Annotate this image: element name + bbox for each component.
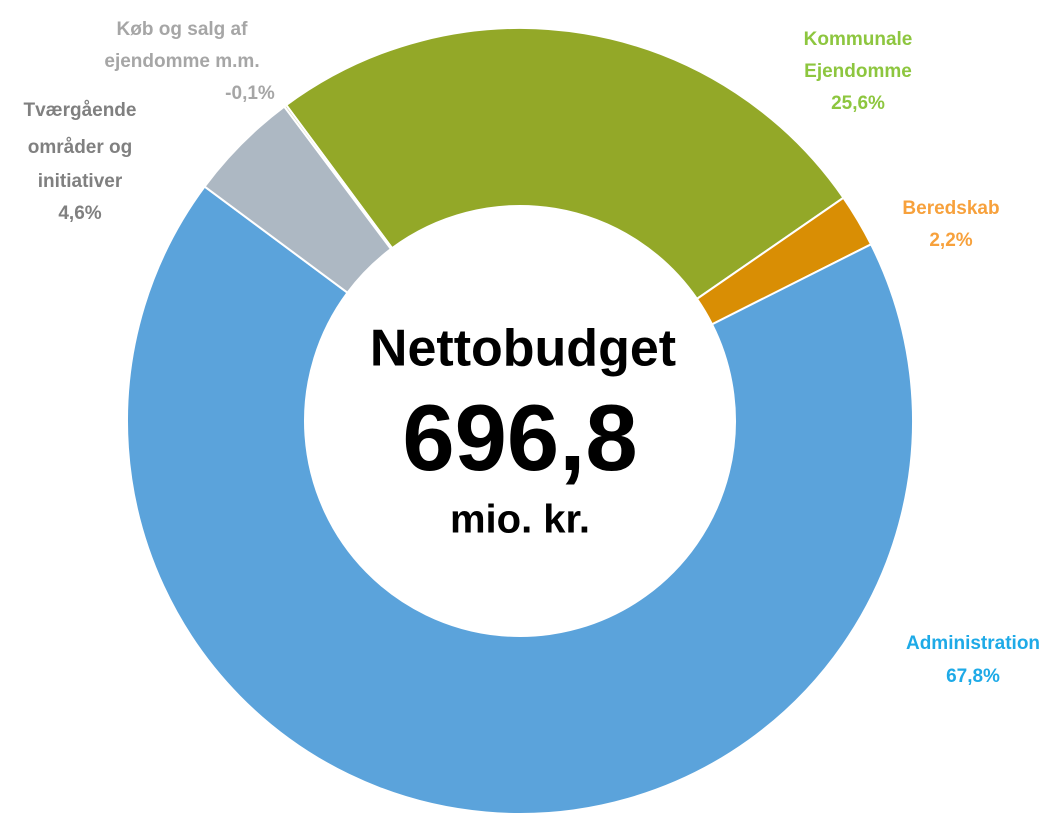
value-label: 4,6% <box>58 203 101 224</box>
slice-label: initiativer <box>38 171 123 192</box>
donut <box>126 27 914 815</box>
center-title: Nettobudget <box>370 320 676 378</box>
slice-label: ejendomme m.m. <box>104 51 259 72</box>
slice-label: Kommunale <box>804 29 913 50</box>
slice-label: Administration <box>906 633 1040 654</box>
slice-label: Køb og salg af <box>117 19 249 40</box>
value-label: 2,2% <box>929 230 972 251</box>
value-label: -0,1% <box>225 83 275 104</box>
slice <box>126 185 914 815</box>
slice <box>282 103 394 251</box>
center-unit: mio. kr. <box>450 498 590 542</box>
slice <box>284 27 845 301</box>
slice-label: Beredskab <box>902 198 999 219</box>
center-value: 696,8 <box>402 385 637 490</box>
slice-label: Tværgående <box>24 100 137 121</box>
slice-label: områder og <box>28 137 133 158</box>
slice-label: Ejendomme <box>804 61 912 82</box>
value-label: 25,6% <box>831 93 885 114</box>
value-label: 67,8% <box>946 666 1000 687</box>
